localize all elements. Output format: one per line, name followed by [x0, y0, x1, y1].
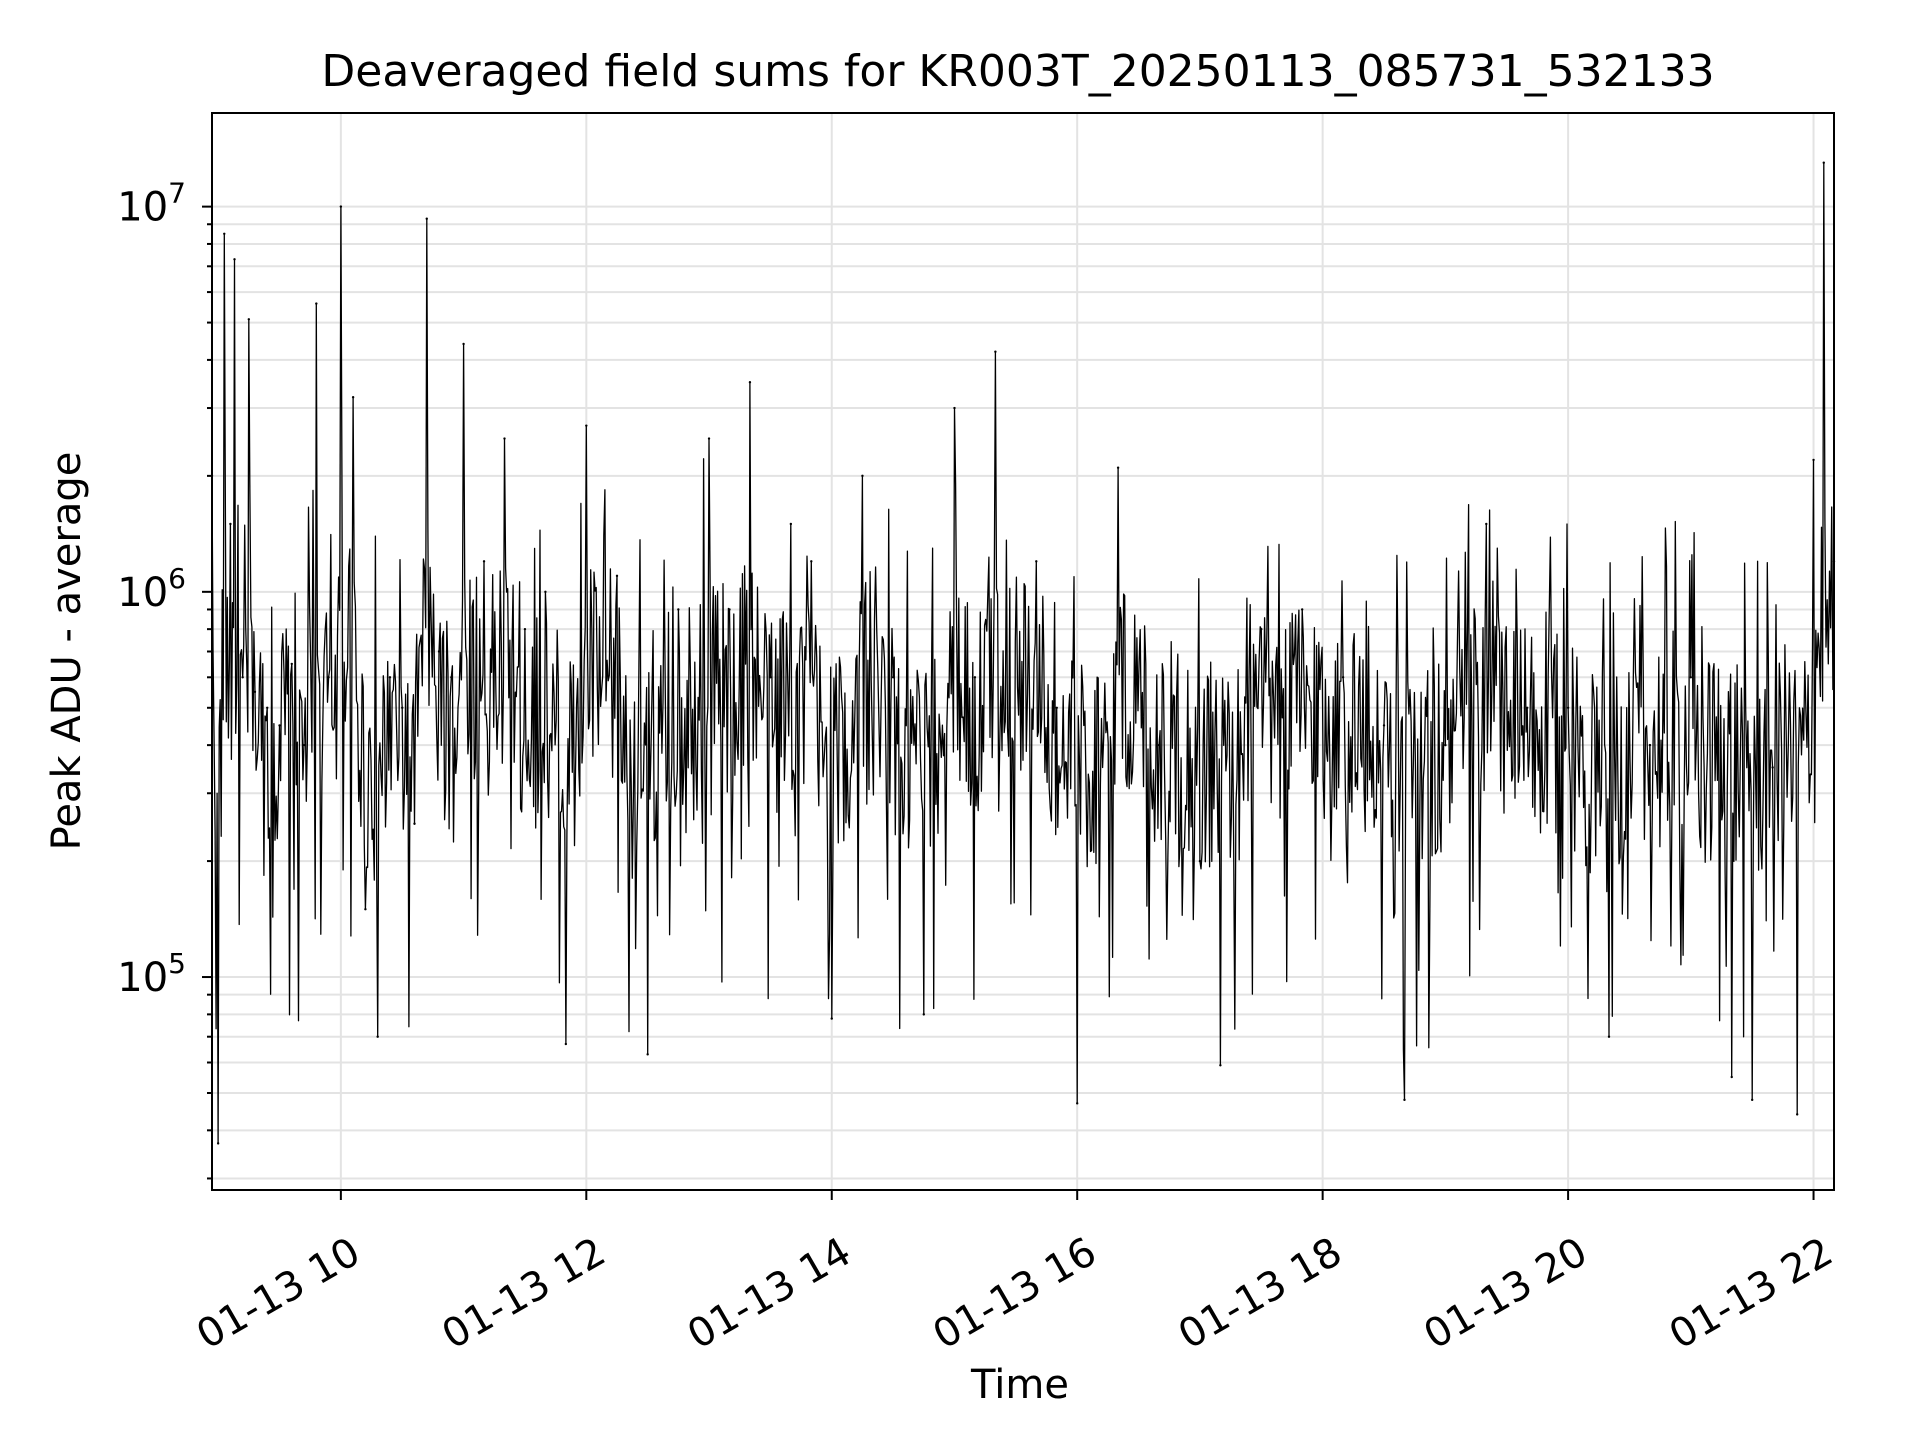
data-point	[1822, 161, 1825, 164]
data-point	[973, 676, 977, 679]
data-point	[707, 437, 711, 440]
data-point	[615, 574, 619, 578]
data-point	[544, 590, 547, 594]
data-point	[364, 908, 367, 911]
data-point	[1648, 743, 1652, 747]
y-tick-label: 107	[117, 177, 186, 231]
data-point	[223, 232, 226, 236]
y-tick-label: 106	[117, 562, 186, 616]
data-point	[1219, 1064, 1222, 1067]
data-point	[229, 522, 232, 526]
data-point	[437, 650, 441, 653]
data-point	[1116, 466, 1120, 469]
data-point	[253, 690, 257, 694]
data-point	[564, 1042, 568, 1046]
data-point	[646, 1053, 649, 1056]
data-point	[1382, 724, 1386, 727]
data-point	[789, 522, 793, 526]
data-point	[339, 205, 343, 208]
x-axis-label: Time	[970, 1362, 1069, 1408]
y-tick-exponent: 5	[168, 947, 186, 980]
data-point	[401, 706, 404, 709]
y-tick-base: 10	[117, 185, 168, 231]
y-axis-label: Peak ADU - average	[44, 452, 90, 851]
data-point	[810, 560, 813, 563]
data-point	[216, 1142, 220, 1145]
plot-area	[210, 161, 1836, 1145]
data-point	[1035, 560, 1038, 563]
y-tick-label: 105	[117, 947, 186, 1001]
data-point	[1300, 608, 1304, 611]
data-point	[1341, 676, 1345, 679]
data-point	[351, 396, 355, 399]
data-point	[315, 302, 318, 305]
data-point	[1525, 706, 1529, 709]
y-tick-base: 10	[117, 570, 168, 616]
data-point	[994, 350, 997, 353]
data-point	[233, 258, 236, 261]
data-point	[1076, 1102, 1079, 1105]
data-point	[413, 822, 416, 825]
data-point	[1055, 706, 1058, 709]
data-point	[247, 318, 251, 321]
data-point	[891, 676, 895, 679]
data-point	[450, 676, 453, 679]
data-point	[1198, 859, 1202, 863]
data-point	[830, 1017, 833, 1020]
data-point	[376, 1035, 379, 1038]
data-point	[523, 627, 527, 631]
chart-title: Deaveraged field sums for KR003T_2025011…	[321, 46, 1714, 97]
data-point	[462, 342, 465, 346]
data-point	[769, 676, 772, 679]
data-point	[241, 676, 244, 679]
data-point	[953, 406, 956, 410]
data-point	[388, 676, 392, 679]
data-point	[1750, 1098, 1754, 1102]
data-point	[1403, 1098, 1406, 1102]
data-point	[503, 437, 506, 440]
y-tick-exponent: 6	[168, 562, 186, 595]
data-point	[748, 381, 752, 384]
data-point	[290, 662, 293, 666]
series-line	[211, 162, 1835, 1145]
data-point	[1260, 627, 1263, 631]
data-point	[1444, 743, 1447, 747]
data-point	[1795, 1113, 1799, 1116]
data-point	[728, 608, 731, 611]
y-tick-exponent: 7	[168, 177, 186, 210]
data-point	[266, 706, 269, 709]
data-point	[1157, 743, 1161, 747]
data-point	[1812, 458, 1815, 462]
data-point	[1485, 522, 1488, 526]
y-tick-base: 10	[117, 955, 168, 1001]
data-point	[1730, 1075, 1733, 1079]
data-point	[1566, 706, 1570, 709]
data-point	[1771, 766, 1774, 769]
data-point	[327, 676, 330, 679]
data-point	[922, 1013, 925, 1016]
data-point	[425, 217, 428, 220]
data-point	[861, 474, 864, 478]
data-point	[302, 743, 306, 747]
data-point	[677, 608, 680, 611]
data-point	[1607, 1035, 1611, 1038]
data-point	[278, 724, 281, 727]
data-point	[1689, 676, 1693, 679]
data-point	[585, 424, 588, 427]
data-point	[482, 560, 486, 563]
